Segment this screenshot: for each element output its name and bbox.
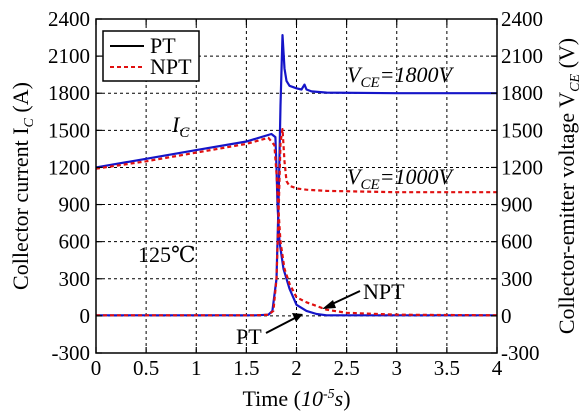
y-tick-label-right: 2100	[501, 44, 543, 68]
pt-arrow	[265, 313, 303, 334]
y-tick-label-left: 900	[59, 193, 91, 217]
y-tick-label-left: 1200	[48, 155, 90, 179]
y-tick-label-right: 0	[501, 304, 512, 328]
annotation-vce-1000: VCE=1000V	[347, 164, 454, 193]
legend-label-pt: PT	[150, 33, 176, 58]
y-tick-label-right: 1800	[501, 81, 543, 105]
x-tick-label: 0	[91, 356, 102, 380]
x-tick-label: 2.5	[334, 356, 360, 380]
y-tick-label-right: 1500	[501, 118, 543, 142]
x-tick-label: 3	[392, 356, 403, 380]
x-tick-label: 3.5	[434, 356, 460, 380]
annotation-pt-label: PT	[236, 324, 262, 349]
npt-arrow	[322, 290, 361, 309]
y-tick-label-left: 0	[80, 304, 91, 328]
legend: PT NPT	[102, 30, 200, 82]
y-tick-label-left: 300	[59, 267, 91, 291]
legend-box	[102, 30, 200, 82]
series-layer	[95, 33, 498, 317]
annotation-vce-1800: VCE=1800V	[347, 62, 454, 91]
y-tick-label-right: 900	[501, 193, 533, 217]
ticks	[95, 18, 498, 354]
y-tick-label-left: 2400	[48, 7, 90, 31]
y-tick-label-left: -300	[52, 341, 91, 365]
series-line-npt	[96, 128, 497, 317]
x-tick-label: 0.5	[133, 356, 159, 380]
series-line-npt	[95, 136, 498, 317]
y-tick-label-right: 300	[501, 267, 533, 291]
x-tick-label: 2	[291, 356, 302, 380]
y-tick-label-left: 1800	[48, 81, 90, 105]
x-tick-label: 4	[492, 356, 503, 380]
annotation-temperature: 125℃	[138, 242, 196, 267]
y-tick-label-right: 1200	[501, 155, 543, 179]
y-tick-label-left: 2100	[48, 44, 90, 68]
y-axis-left-label: Collector current IC (A)	[8, 82, 37, 290]
annotation-ic: IC	[171, 112, 190, 141]
x-tick-label: 1.5	[233, 356, 259, 380]
y-axis-right-label: Collector-emitter voltage VCE (V)	[554, 38, 581, 334]
y-tick-label-right: 600	[501, 230, 533, 254]
y-tick-label-right: 2400	[501, 7, 543, 31]
annotation-npt-label: NPT	[363, 279, 405, 304]
y-tick-label-left: 600	[59, 230, 91, 254]
x-tick-label: 1	[191, 356, 202, 380]
y-tick-label-right: -300	[501, 341, 540, 365]
x-axis-label: Time (10-5s)	[242, 386, 350, 411]
legend-label-npt: NPT	[150, 54, 192, 79]
y-tick-label-left: 1500	[48, 118, 90, 142]
